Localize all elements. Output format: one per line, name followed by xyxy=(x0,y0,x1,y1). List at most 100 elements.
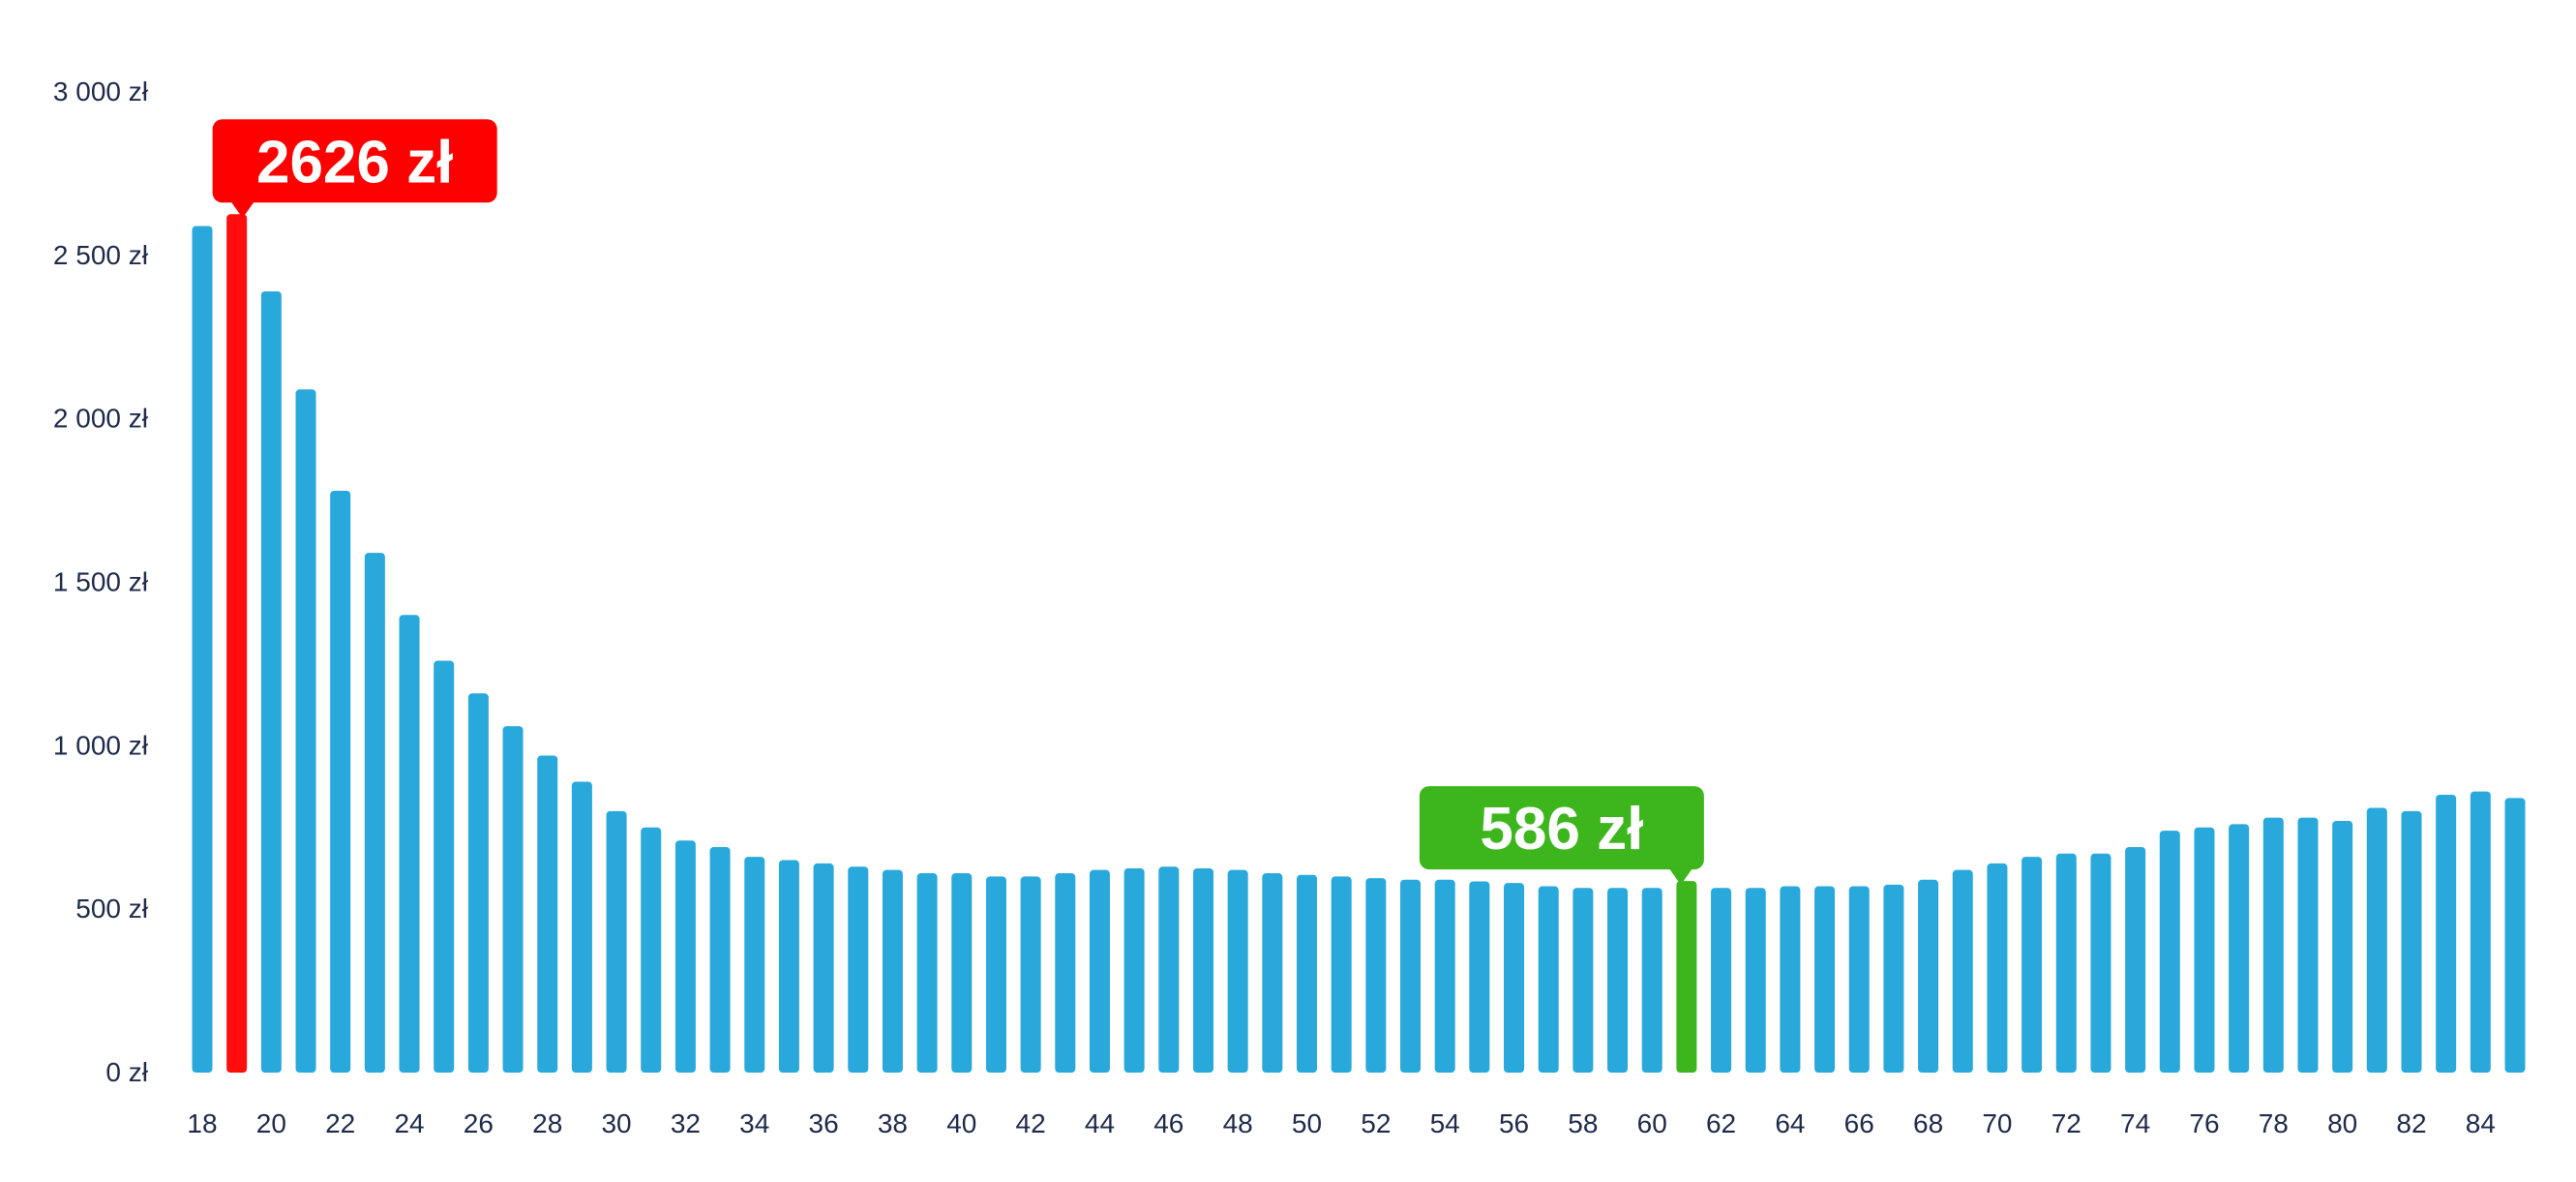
bar xyxy=(2159,831,2180,1073)
bar xyxy=(1262,873,1283,1073)
callout-label: 586 zł xyxy=(1480,796,1643,863)
bar xyxy=(1848,886,1870,1073)
x-tick-label: 42 xyxy=(1016,1108,1046,1138)
bar xyxy=(1573,888,1594,1073)
bar xyxy=(1331,876,1352,1073)
bar xyxy=(434,660,455,1073)
x-tick-label: 32 xyxy=(671,1108,701,1138)
x-tick-label: 34 xyxy=(739,1108,769,1138)
x-tick-label: 70 xyxy=(1982,1108,2012,1138)
x-tick-label: 46 xyxy=(1153,1108,1183,1138)
bar xyxy=(467,693,489,1073)
callout-label: 2626 zł xyxy=(256,129,453,196)
x-tick-label: 76 xyxy=(2189,1108,2219,1138)
callout-pointer xyxy=(1668,868,1692,886)
bar xyxy=(813,863,834,1073)
bar xyxy=(606,810,627,1073)
callouts: 2626 zł 586 zł xyxy=(212,119,1704,886)
bar xyxy=(330,490,351,1073)
x-tick-label: 50 xyxy=(1292,1108,1322,1138)
x-tick-label: 44 xyxy=(1085,1108,1115,1138)
bar xyxy=(1504,883,1525,1073)
x-tick-label: 74 xyxy=(2120,1108,2150,1138)
bar xyxy=(641,827,662,1073)
bar xyxy=(674,840,696,1073)
highlighted-bar xyxy=(1676,881,1697,1073)
bar xyxy=(2436,794,2457,1073)
x-tick-label: 36 xyxy=(809,1108,839,1138)
y-tick-label: 500 zł xyxy=(75,894,148,924)
bar xyxy=(1780,886,1801,1073)
bar xyxy=(1745,888,1766,1073)
x-tick-label: 18 xyxy=(187,1108,217,1138)
bar xyxy=(2262,817,2284,1073)
x-tick-label: 28 xyxy=(532,1108,562,1138)
bar xyxy=(1227,869,1248,1073)
bar xyxy=(537,755,558,1073)
bar xyxy=(2297,817,2319,1073)
bar xyxy=(1607,888,1629,1073)
value-callout: 2626 zł xyxy=(212,119,497,219)
x-tick-label: 20 xyxy=(256,1108,286,1138)
callout-pointer xyxy=(230,201,255,219)
bar xyxy=(2470,791,2491,1073)
bar xyxy=(985,876,1006,1073)
x-tick-label: 78 xyxy=(2259,1108,2289,1138)
bar xyxy=(2194,827,2215,1073)
bar xyxy=(1020,876,1041,1073)
x-tick-label: 54 xyxy=(1430,1108,1460,1138)
bar xyxy=(1089,869,1110,1073)
bar xyxy=(778,860,799,1073)
x-tick-label: 40 xyxy=(946,1108,976,1138)
x-tick-label: 22 xyxy=(325,1108,355,1138)
bar xyxy=(1883,884,1904,1073)
x-tick-label: 80 xyxy=(2327,1108,2357,1138)
x-tick-label: 38 xyxy=(878,1108,908,1138)
bar xyxy=(1538,886,1559,1073)
bar xyxy=(2332,820,2353,1073)
bar xyxy=(1400,879,1422,1073)
bar xyxy=(1641,888,1662,1073)
x-tick-label: 56 xyxy=(1499,1108,1529,1138)
bar xyxy=(951,873,973,1073)
bar xyxy=(1918,879,1939,1073)
bar xyxy=(2055,853,2077,1073)
bar xyxy=(1158,866,1180,1073)
bar xyxy=(399,615,420,1073)
bar xyxy=(2229,824,2250,1073)
bar xyxy=(1434,879,1455,1073)
callout-bubble xyxy=(212,119,497,203)
bar xyxy=(1296,874,1317,1073)
bar xyxy=(1365,878,1387,1073)
bar xyxy=(2125,847,2146,1073)
bar xyxy=(502,726,524,1073)
value-callout: 586 zł xyxy=(1419,786,1704,886)
y-tick-label: 1 500 zł xyxy=(53,567,149,597)
x-tick-label: 30 xyxy=(601,1108,631,1138)
bar xyxy=(882,869,903,1073)
y-tick-label: 0 zł xyxy=(105,1057,148,1087)
x-tick-label: 52 xyxy=(1361,1108,1391,1138)
x-axis: 18 20 22 24 26 28 30 32 34 36 38 40 42 44 46 48 50 52 54 56… xyxy=(187,1108,2495,1138)
bar xyxy=(2022,857,2043,1073)
bar xyxy=(364,553,385,1073)
bar xyxy=(2401,810,2422,1073)
bar xyxy=(571,781,592,1073)
bar xyxy=(1192,867,1213,1073)
bar xyxy=(1814,886,1836,1073)
callout-bubble xyxy=(1419,786,1704,870)
x-tick-label: 64 xyxy=(1775,1108,1805,1138)
bar xyxy=(1711,888,1732,1073)
x-tick-label: 26 xyxy=(464,1108,494,1138)
bar xyxy=(2504,798,2526,1073)
y-tick-label: 2 500 zł xyxy=(53,240,149,270)
x-tick-label: 84 xyxy=(2466,1108,2496,1138)
bar xyxy=(260,290,282,1073)
bar xyxy=(2090,853,2112,1073)
x-tick-label: 24 xyxy=(394,1108,424,1138)
x-tick-label: 66 xyxy=(1844,1108,1874,1138)
y-axis: 0 zł 500 zł 1 000 zł 1 500 zł 2 000 zł 2 500 … xyxy=(53,76,149,1087)
y-tick-label: 1 000 zł xyxy=(53,730,149,760)
